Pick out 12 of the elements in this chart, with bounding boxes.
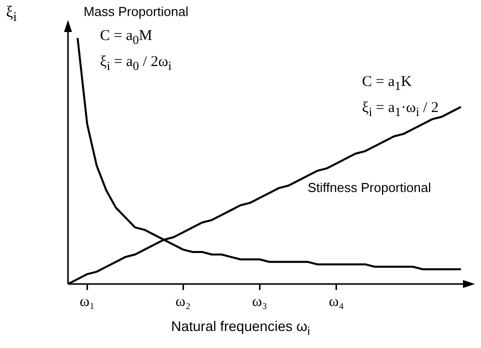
annotation: C = a$_{1}$K: [362, 74, 412, 94]
series-label: Mass Proportional: [84, 4, 188, 19]
x-tick-label: ω₄: [328, 294, 344, 310]
annotation: ξ$_{i}$ = a$_{0}$ / 2ω$_{i}$: [100, 54, 172, 74]
x-tick-label: ω₁: [80, 294, 95, 310]
series-label: Stiffness Proportional: [308, 180, 432, 195]
x-axis-title: Natural frequencies ω$_{i}$: [170, 318, 311, 338]
y-axis-title: ξ$_{i}$: [6, 4, 17, 26]
annotation: C = a$_{0}$M: [100, 28, 152, 48]
annotation: ξ$_{i}$ = a$_{1}$·ω$_{i}$ / 2: [362, 100, 439, 120]
x-tick-label: ω₃: [252, 294, 268, 310]
x-tick-label: ω₂: [175, 294, 191, 310]
